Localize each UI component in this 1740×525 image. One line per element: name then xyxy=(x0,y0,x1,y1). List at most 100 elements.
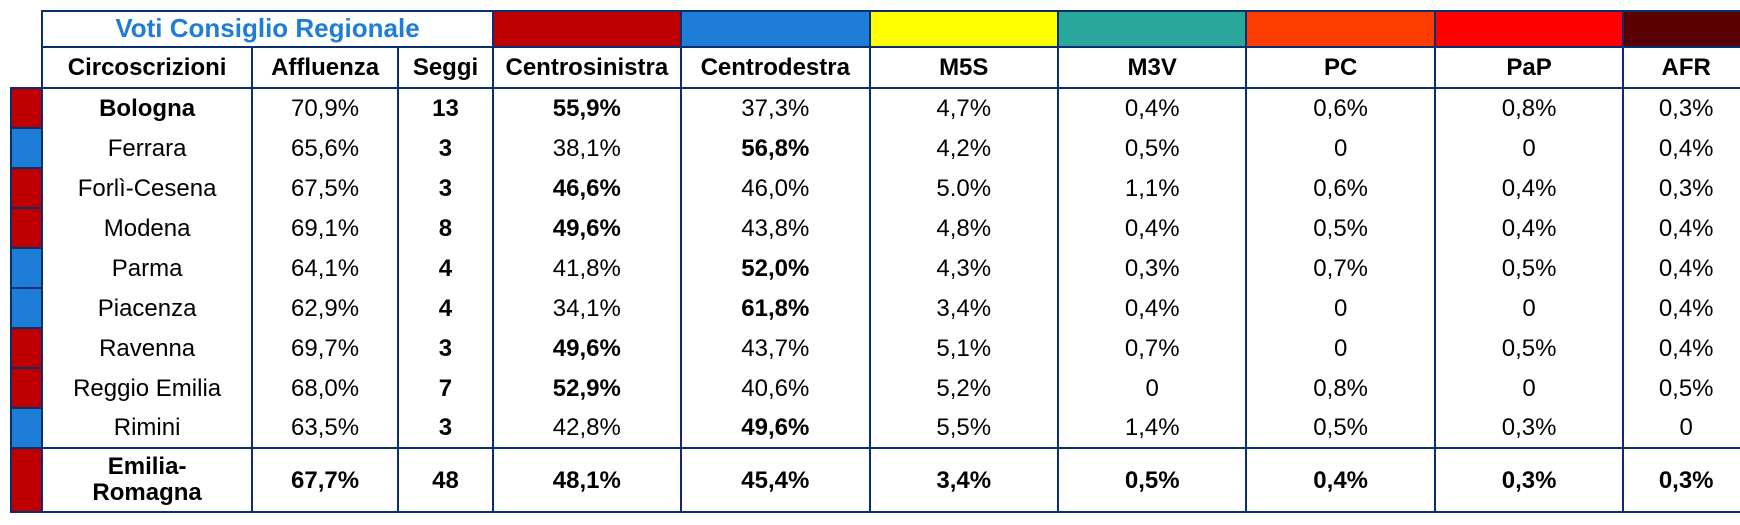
row-affluenza: 69,7% xyxy=(252,328,399,368)
party-color-centrodestra xyxy=(681,11,869,47)
row-name: Ferrara xyxy=(42,128,251,168)
row-value: 0,4% xyxy=(1058,208,1246,248)
row-value: 0 xyxy=(1435,288,1623,328)
row-value: 0,5% xyxy=(1058,128,1246,168)
row-value: 0 xyxy=(1246,288,1434,328)
row-seggi: 4 xyxy=(398,248,492,288)
row-value: 0,4% xyxy=(1058,88,1246,128)
header-party: PC xyxy=(1246,47,1434,88)
row-name: Forlì-Cesena xyxy=(42,168,251,208)
header-party: M3V xyxy=(1058,47,1246,88)
row-value: 0,8% xyxy=(1435,88,1623,128)
row-value: 46,6% xyxy=(493,168,681,208)
row-value: 49,6% xyxy=(493,328,681,368)
row-value: 0,3% xyxy=(1623,88,1740,128)
row-value: 5,5% xyxy=(870,408,1058,448)
row-value: 0,3% xyxy=(1435,408,1623,448)
party-color-m5s xyxy=(870,11,1058,47)
row-value: 49,6% xyxy=(493,208,681,248)
row-value: 52,0% xyxy=(681,248,869,288)
row-value: 4,8% xyxy=(870,208,1058,248)
header-party: Centrodestra xyxy=(681,47,869,88)
row-affluenza: 62,9% xyxy=(252,288,399,328)
row-value: 4,2% xyxy=(870,128,1058,168)
table-title: Voti Consiglio Regionale xyxy=(42,11,492,47)
row-value: 52,9% xyxy=(493,368,681,408)
row-affluenza: 63,5% xyxy=(252,408,399,448)
winner-marker xyxy=(11,128,42,168)
party-color-centrosinistra xyxy=(493,11,681,47)
row-value: 49,6% xyxy=(681,408,869,448)
row-value: 37,3% xyxy=(681,88,869,128)
row-value: 56,8% xyxy=(681,128,869,168)
party-color-pc xyxy=(1246,11,1434,47)
row-value: 38,1% xyxy=(493,128,681,168)
row-affluenza: 69,1% xyxy=(252,208,399,248)
header-seggi: Seggi xyxy=(398,47,492,88)
row-seggi: 3 xyxy=(398,168,492,208)
total-value: 0,3% xyxy=(1623,448,1740,512)
winner-marker xyxy=(11,208,42,248)
row-value: 0,7% xyxy=(1246,248,1434,288)
header-circoscrizioni: Circoscrizioni xyxy=(42,47,251,88)
total-value: 0,4% xyxy=(1246,448,1434,512)
row-seggi: 8 xyxy=(398,208,492,248)
row-name: Modena xyxy=(42,208,251,248)
row-value: 4,7% xyxy=(870,88,1058,128)
row-value: 0,5% xyxy=(1246,208,1434,248)
row-value: 0,7% xyxy=(1058,328,1246,368)
row-value: 0 xyxy=(1435,368,1623,408)
row-affluenza: 67,5% xyxy=(252,168,399,208)
row-affluenza: 65,6% xyxy=(252,128,399,168)
row-value: 43,8% xyxy=(681,208,869,248)
winner-marker xyxy=(11,168,42,208)
row-value: 0 xyxy=(1246,328,1434,368)
row-affluenza: 64,1% xyxy=(252,248,399,288)
header-affluenza: Affluenza xyxy=(252,47,399,88)
row-value: 0,3% xyxy=(1623,168,1740,208)
row-value: 0,6% xyxy=(1246,168,1434,208)
header-party: Centrosinistra xyxy=(493,47,681,88)
row-value: 0,3% xyxy=(1058,248,1246,288)
row-value: 0,5% xyxy=(1246,408,1434,448)
row-value: 0,5% xyxy=(1623,368,1740,408)
row-seggi: 7 xyxy=(398,368,492,408)
total-affluenza: 67,7% xyxy=(252,448,399,512)
row-value: 0,4% xyxy=(1058,288,1246,328)
row-value: 0,4% xyxy=(1435,168,1623,208)
party-color-afr xyxy=(1623,11,1740,47)
row-seggi: 4 xyxy=(398,288,492,328)
row-value: 43,7% xyxy=(681,328,869,368)
row-seggi: 3 xyxy=(398,128,492,168)
row-value: 0,5% xyxy=(1435,248,1623,288)
row-value: 0,4% xyxy=(1623,208,1740,248)
row-value: 34,1% xyxy=(493,288,681,328)
row-value: 0,5% xyxy=(1435,328,1623,368)
header-party: AFR xyxy=(1623,47,1740,88)
party-color-m3v xyxy=(1058,11,1246,47)
total-value: 3,4% xyxy=(870,448,1058,512)
total-marker xyxy=(11,448,42,512)
row-name: Reggio Emilia xyxy=(42,368,251,408)
results-table: Voti Consiglio RegionaleCircoscrizioniAf… xyxy=(10,10,1740,513)
winner-marker xyxy=(11,368,42,408)
row-seggi: 3 xyxy=(398,408,492,448)
row-name: Parma xyxy=(42,248,251,288)
corner-blank xyxy=(11,11,42,47)
row-name: Ravenna xyxy=(42,328,251,368)
row-value: 3,4% xyxy=(870,288,1058,328)
header-party: PaP xyxy=(1435,47,1623,88)
total-seggi: 48 xyxy=(398,448,492,512)
total-value: 0,5% xyxy=(1058,448,1246,512)
total-value: 45,4% xyxy=(681,448,869,512)
total-value: 0,3% xyxy=(1435,448,1623,512)
row-name: Rimini xyxy=(42,408,251,448)
row-affluenza: 70,9% xyxy=(252,88,399,128)
row-value: 55,9% xyxy=(493,88,681,128)
row-value: 40,6% xyxy=(681,368,869,408)
row-value: 46,0% xyxy=(681,168,869,208)
row-value: 0 xyxy=(1435,128,1623,168)
row-value: 42,8% xyxy=(493,408,681,448)
corner-blank2 xyxy=(11,47,42,88)
row-value: 41,8% xyxy=(493,248,681,288)
